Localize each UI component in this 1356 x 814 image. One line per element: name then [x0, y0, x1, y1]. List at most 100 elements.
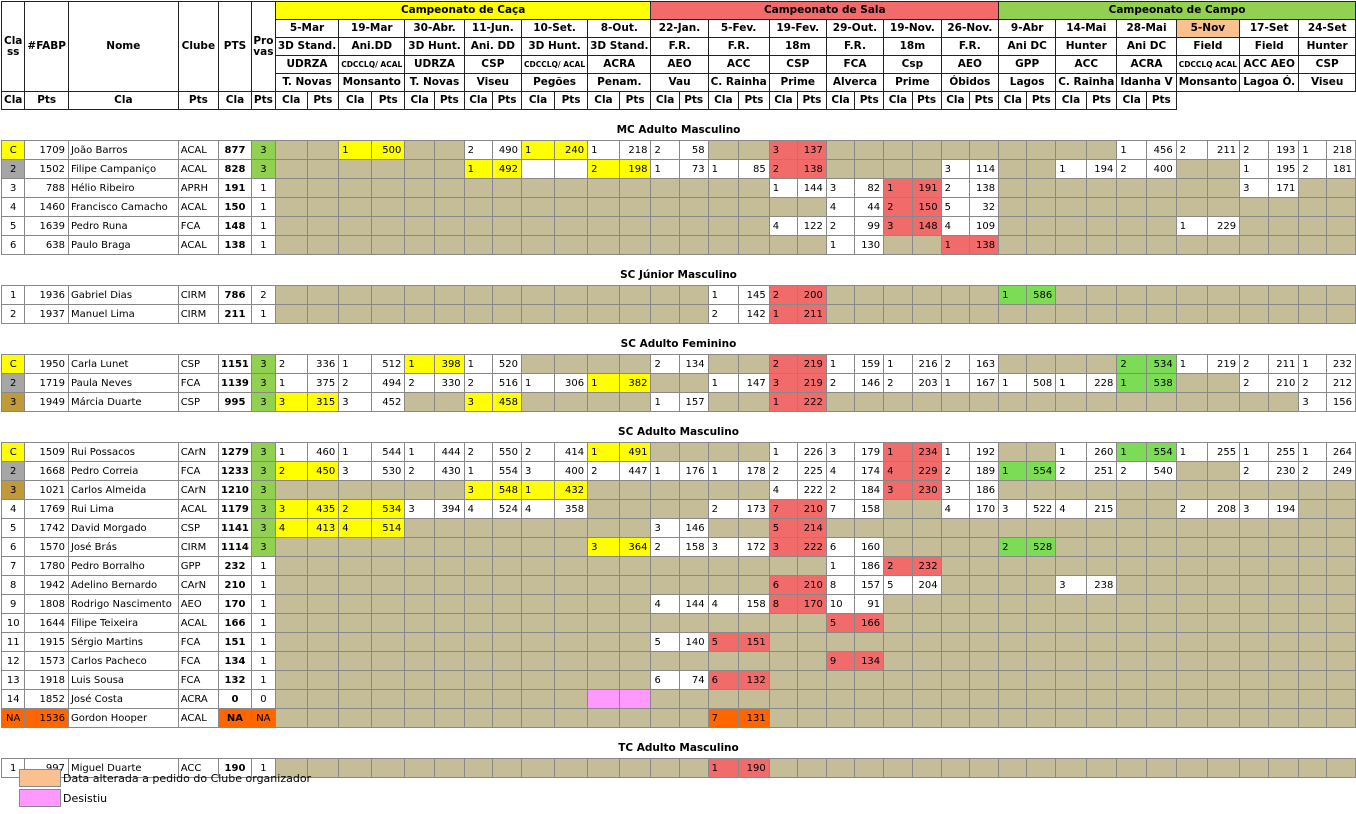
section-title: SC Adulto Feminino — [1, 334, 1356, 355]
result-points: 208 — [1207, 499, 1241, 519]
result-points — [371, 480, 406, 500]
competition-organizer: ACC — [1055, 55, 1118, 74]
result-rank — [1175, 613, 1209, 633]
result-rank — [587, 285, 620, 305]
result-rank — [768, 556, 799, 576]
result-rank — [274, 651, 308, 671]
result-points — [678, 480, 709, 500]
result-rank — [338, 197, 373, 217]
result-rank — [1175, 518, 1209, 538]
result-points — [1268, 613, 1300, 633]
fabp-cell: 1937 — [24, 304, 69, 324]
competition-type: F.R. — [940, 37, 1000, 56]
result-points — [554, 197, 589, 217]
result-rank — [274, 670, 308, 690]
fabp-cell: 1460 — [24, 197, 69, 217]
result-points — [1085, 285, 1118, 305]
result-rank — [463, 670, 494, 690]
result-rank: 3 — [404, 499, 435, 519]
result-points: 394 — [433, 499, 465, 519]
result-rank — [274, 708, 308, 728]
competition-date: 10-Set. — [520, 19, 589, 38]
championship-group-title: Campeonato de Sala — [650, 1, 1000, 20]
points-total: 877 — [218, 140, 252, 160]
result-rank: 8 — [768, 594, 799, 614]
competition-type: 3D Stand. — [274, 37, 340, 56]
result-points — [911, 140, 942, 160]
result-rank — [1055, 480, 1087, 500]
result-points — [618, 178, 652, 198]
result-rank — [940, 708, 971, 728]
archer-name: Luis Sousa — [67, 670, 179, 690]
result-rank — [940, 632, 971, 652]
result-points — [1268, 197, 1300, 217]
result-rank: 4 — [825, 197, 856, 217]
result-points — [1268, 708, 1300, 728]
result-points — [1207, 537, 1241, 557]
result-points: 167 — [969, 373, 1000, 393]
cla-subheader: Cla — [0, 91, 26, 110]
result-rank — [998, 613, 1028, 633]
result-rank — [998, 708, 1028, 728]
result-points — [371, 632, 406, 652]
result-rank: 1 — [587, 373, 620, 393]
result-rank — [274, 758, 308, 778]
fabp-cell: 1709 — [24, 140, 69, 160]
result-rank — [1239, 594, 1270, 614]
result-rank — [1298, 285, 1327, 305]
result-rank: 3 — [940, 159, 971, 179]
result-rank: 3 — [463, 392, 494, 412]
result-points: 184 — [854, 480, 885, 500]
result-rank: 2 — [1175, 140, 1209, 160]
competition-type: Field — [1175, 37, 1241, 56]
result-rank: 2 — [1116, 354, 1147, 374]
club-cell: ACC — [177, 758, 220, 778]
rank-cell: 8 — [0, 575, 26, 595]
competition-place: C. Rainha — [1055, 73, 1118, 92]
result-points: 522 — [1026, 499, 1057, 519]
result-points: 85 — [738, 159, 770, 179]
result-rank: 3 — [825, 178, 856, 198]
result-rank: 10 — [825, 594, 856, 614]
points-total: 995 — [218, 392, 252, 412]
result-points — [1207, 480, 1241, 500]
result-points — [1145, 689, 1177, 709]
result-rank: 3 — [883, 216, 913, 236]
result-points: 516 — [492, 373, 522, 393]
result-rank — [274, 689, 308, 709]
fabp-cell: 1573 — [24, 651, 69, 671]
result-rank — [274, 632, 308, 652]
result-points — [738, 442, 770, 462]
result-points: 255 — [1268, 442, 1300, 462]
result-points: 500 — [371, 140, 406, 160]
club-cell: CArN — [177, 575, 220, 595]
result-rank: 1 — [463, 354, 494, 374]
result-rank: 2 — [768, 354, 799, 374]
result-rank: 4 — [1055, 499, 1087, 519]
result-rank — [768, 651, 799, 671]
club-cell: FCA — [177, 670, 220, 690]
result-rank — [520, 670, 556, 690]
club-cell: ACAL — [177, 159, 220, 179]
result-rank: 3 — [338, 392, 373, 412]
result-points — [1026, 651, 1057, 671]
result-points: 190 — [738, 758, 770, 778]
result-rank: 2 — [463, 140, 494, 160]
competition-date: 19-Fev. — [768, 19, 827, 38]
competition-date: 26-Nov. — [940, 19, 1000, 38]
result-points — [797, 197, 827, 217]
result-points — [911, 159, 942, 179]
result-rank — [1298, 575, 1327, 595]
result-points — [797, 613, 827, 633]
result-rank — [883, 392, 913, 412]
result-rank: 1 — [998, 373, 1028, 393]
points-total: 1210 — [218, 480, 252, 500]
competition-organizer: CSP — [768, 55, 827, 74]
result-rank — [883, 594, 913, 614]
result-rank: 3 — [520, 461, 556, 481]
result-rank — [463, 197, 494, 217]
result-points — [554, 285, 589, 305]
result-rank: 2 — [463, 373, 494, 393]
competition-date: 19-Nov. — [883, 19, 942, 38]
result-points: 32 — [969, 197, 1000, 217]
